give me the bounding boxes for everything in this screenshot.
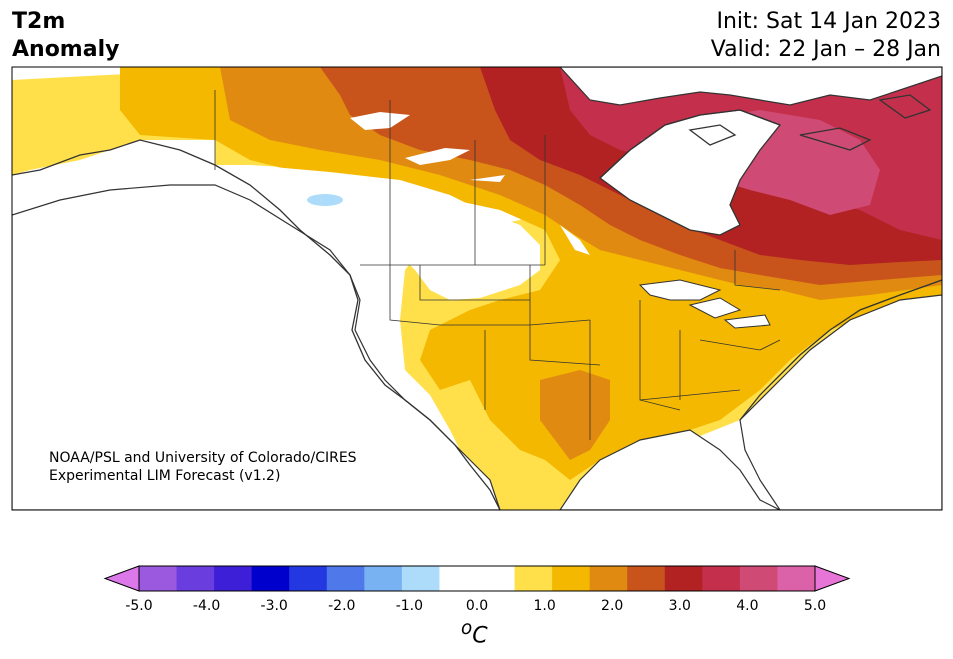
colorbar-tick-label: 5.0 bbox=[803, 598, 827, 614]
colorbar-arrow-left bbox=[103, 565, 140, 592]
map-title: T2m Anomaly bbox=[12, 8, 119, 64]
colorbar-bin bbox=[514, 566, 553, 591]
colorbar-bin bbox=[777, 566, 816, 591]
colorbar-tick-label: 4.0 bbox=[736, 598, 759, 614]
gulf-of-mexico bbox=[559, 429, 781, 510]
unit-letter: C bbox=[472, 623, 488, 649]
valid-range: Valid: 22 Jan – 28 Jan bbox=[710, 37, 941, 62]
great-lakes bbox=[638, 279, 771, 329]
colorbar-bin bbox=[364, 566, 403, 591]
anomaly-2c-texas bbox=[540, 370, 610, 460]
colorbar-bin bbox=[627, 566, 666, 591]
colorbar-tick-label: 2.0 bbox=[601, 598, 624, 614]
colorbar-bin bbox=[401, 566, 440, 591]
atlantic-ocean bbox=[739, 294, 942, 510]
map-field bbox=[12, 67, 942, 510]
colorbar-tick-label: -2.0 bbox=[328, 598, 356, 614]
colorbar-bin bbox=[664, 566, 703, 591]
colorbar-bin bbox=[552, 566, 591, 591]
colorbar-outline bbox=[138, 565, 816, 592]
colorbar bbox=[103, 565, 851, 592]
colorbar-bin bbox=[139, 566, 178, 591]
colorbar-bin bbox=[326, 566, 365, 591]
colorbar-bin bbox=[176, 566, 215, 591]
colorbar-bin bbox=[739, 566, 778, 591]
forecast-dates: Init: Sat 14 Jan 2023 Valid: 22 Jan – 28… bbox=[711, 8, 941, 64]
colorbar-bin bbox=[477, 566, 516, 591]
title-line-1: T2m bbox=[12, 9, 66, 34]
colorbar-tick-label: -4.0 bbox=[192, 598, 221, 614]
colorbar-tick-label: -5.0 bbox=[125, 598, 153, 614]
colorbar-tick-labels: -5.0 -4.0 -3.0 -2.0 -1.0 0.0 1.0 2.0 3.0 4.0 5.0 bbox=[0, 598, 953, 618]
colorbar-bin bbox=[251, 566, 290, 591]
colorbar-arrow-right bbox=[814, 565, 851, 592]
white-patch-4 bbox=[560, 225, 590, 255]
white-patch-2 bbox=[405, 148, 470, 165]
arctic-ocean bbox=[559, 67, 942, 106]
credit-line-2: Experimental LIM Forecast (v1.2) bbox=[49, 468, 281, 484]
anomaly-0c-rockies bbox=[215, 165, 540, 300]
pacific-ocean bbox=[12, 184, 501, 510]
map-frame bbox=[11, 66, 943, 511]
colorbar-bin bbox=[289, 566, 328, 591]
colorbar-tick-label: 0.0 bbox=[465, 598, 489, 614]
colorbar-tick-label: -3.0 bbox=[260, 598, 288, 614]
colorbar-bin bbox=[439, 566, 478, 591]
political-borders bbox=[214, 90, 781, 440]
white-patch-3 bbox=[470, 175, 505, 182]
title-line-2: Anomaly bbox=[12, 37, 120, 62]
credit-text: NOAA/PSL and University of Colorado/CIRE… bbox=[49, 449, 357, 485]
colorbar-tick-label: -1.0 bbox=[395, 598, 424, 614]
white-patch-1 bbox=[350, 112, 410, 130]
coastlines bbox=[12, 94, 942, 510]
colorbar-bin bbox=[589, 566, 628, 591]
colorbar-bin bbox=[214, 566, 253, 591]
colorbar-tick-label: 3.0 bbox=[668, 598, 691, 614]
colorbar-tick-label: 1.0 bbox=[533, 598, 556, 614]
colorbar-bin bbox=[702, 566, 741, 591]
degree-symbol: o bbox=[461, 618, 473, 639]
anomaly-minus1c-pocket bbox=[307, 194, 343, 206]
init-date: Init: Sat 14 Jan 2023 bbox=[716, 9, 941, 34]
credit-line-1: NOAA/PSL and University of Colorado/CIRE… bbox=[49, 450, 357, 466]
colorbar-unit: oC bbox=[461, 618, 488, 648]
